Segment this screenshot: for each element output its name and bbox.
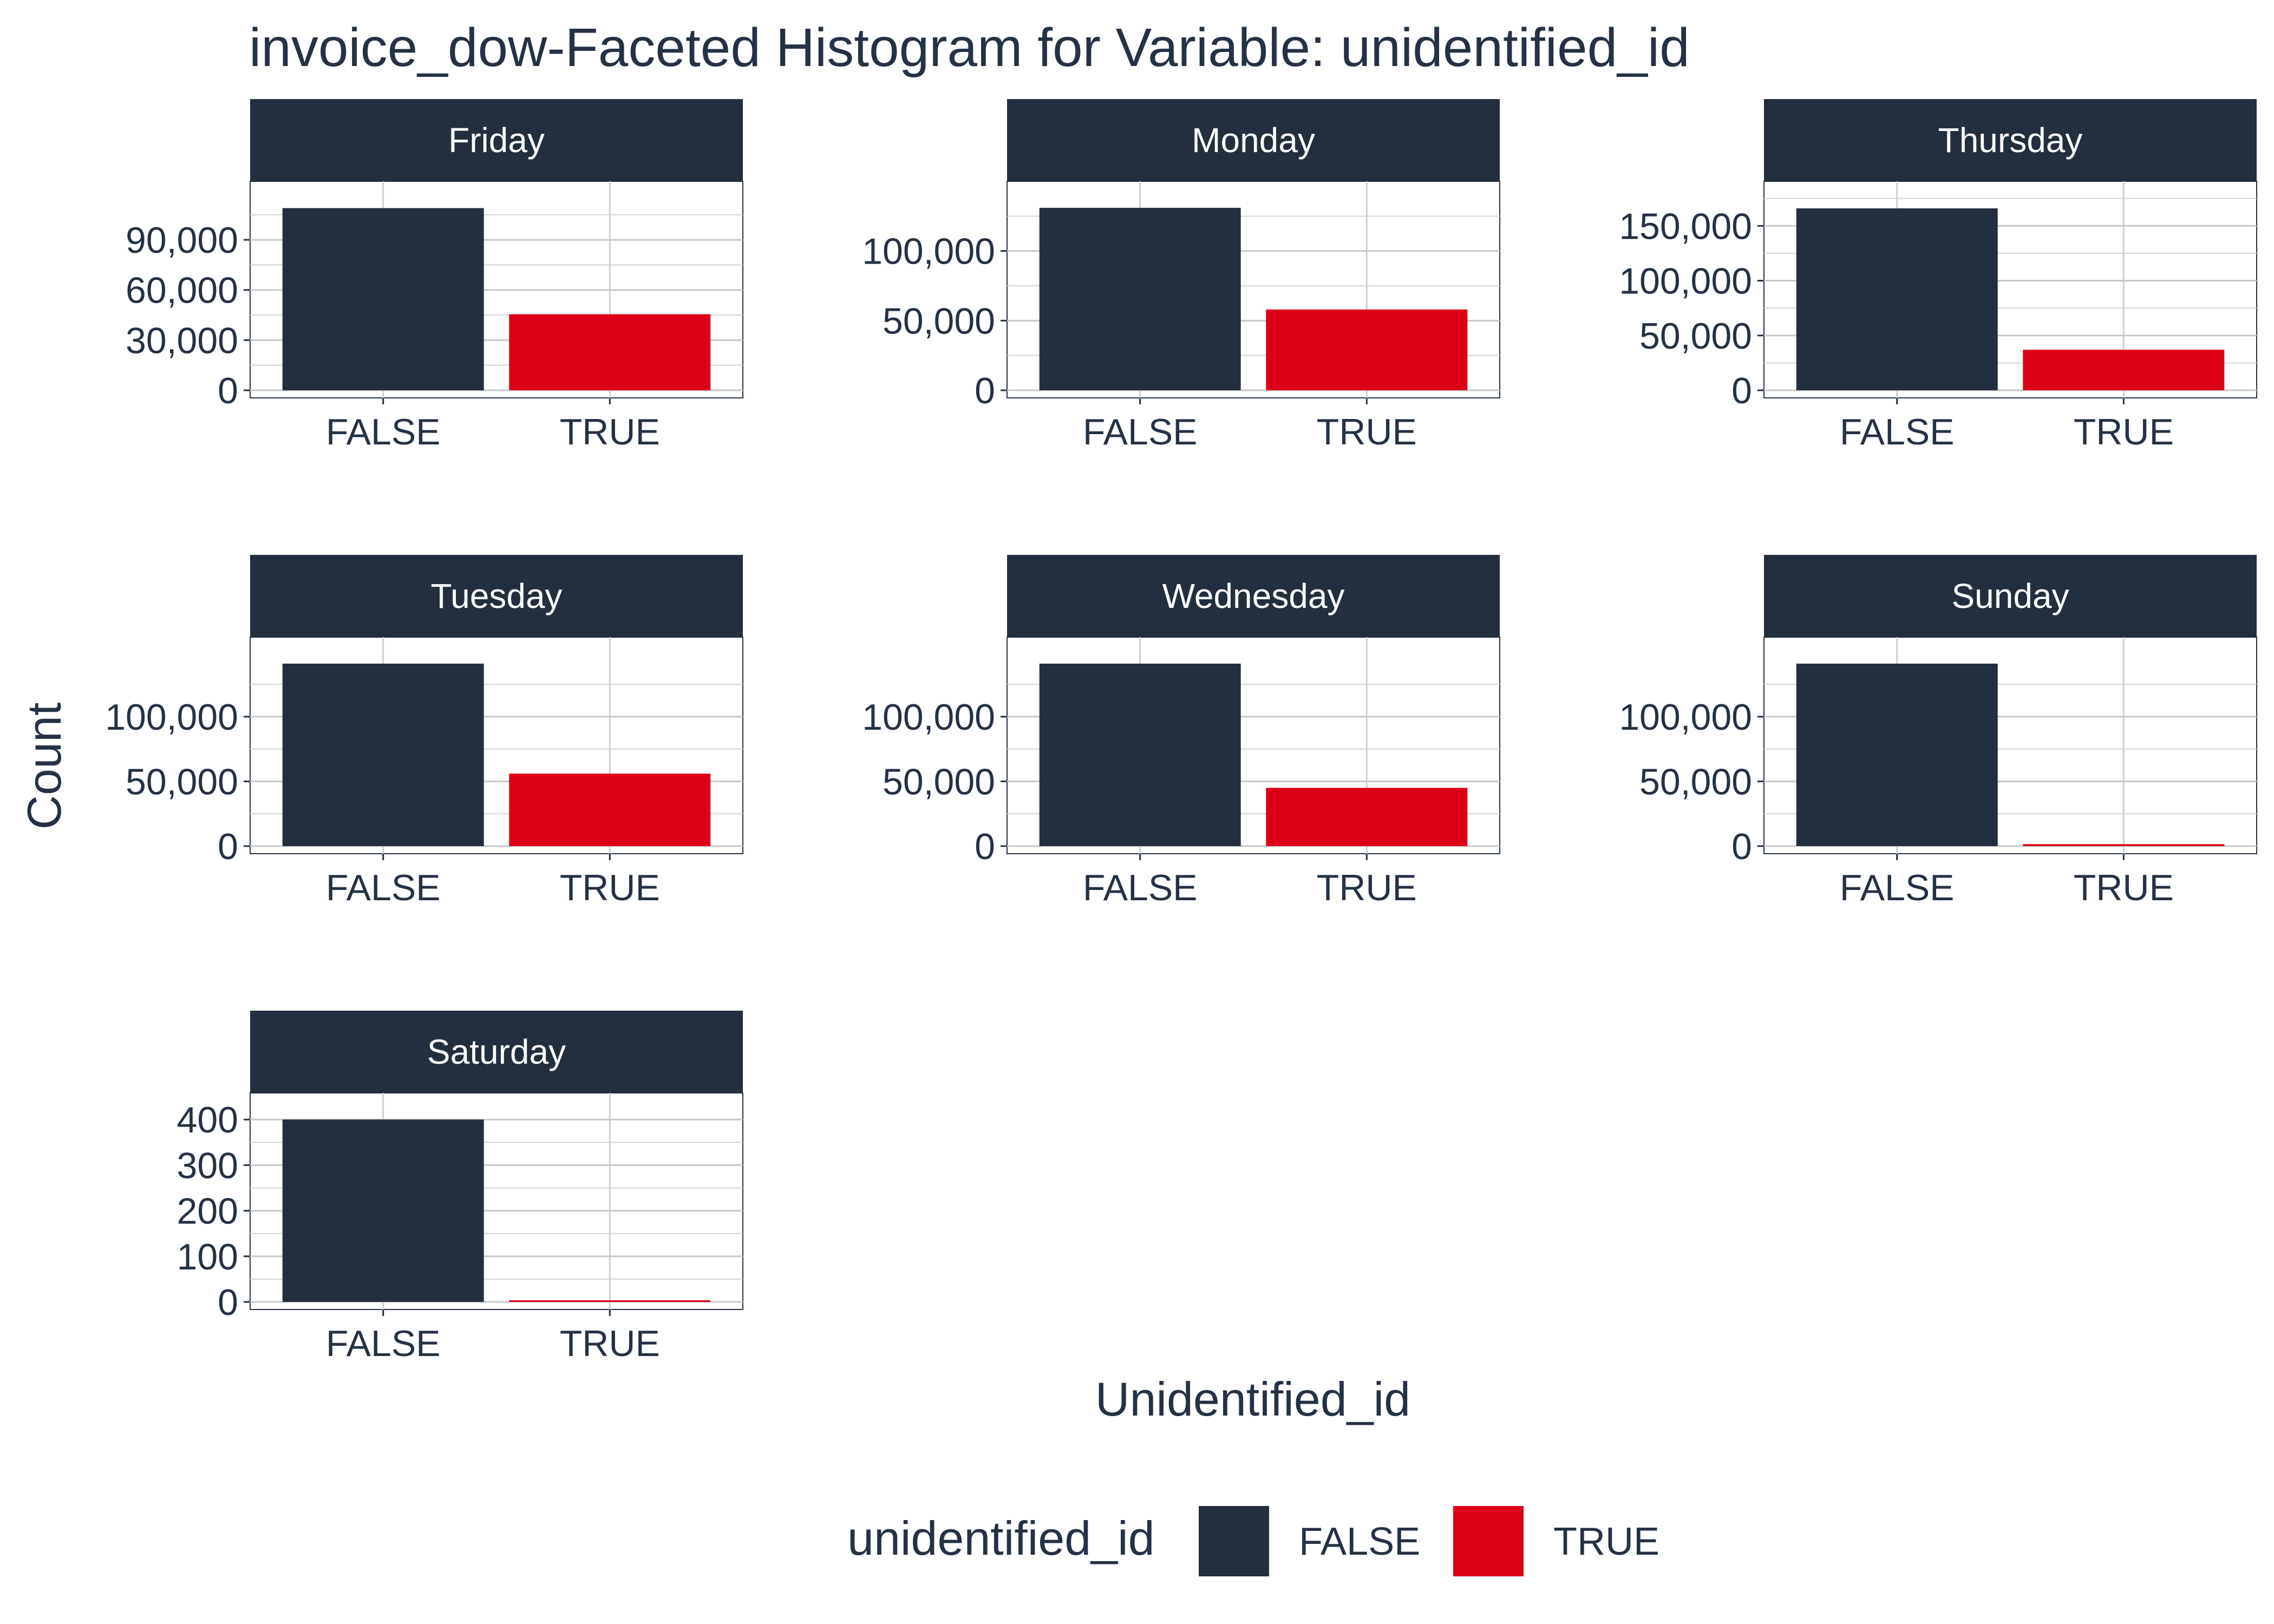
x-tick-label: TRUE [1317,867,1417,908]
y-tick-label: 0 [218,826,238,867]
y-tick-label: 150,000 [1619,206,1752,247]
y-axis-label: Count [17,703,71,830]
legend-label-true: TRUE [1553,1520,1659,1563]
y-tick-label: 0 [1731,370,1752,411]
y-tick-label: 60,000 [126,270,238,311]
x-tick-label: FALSE [326,411,441,453]
y-tick-label: 0 [1731,826,1752,867]
bar-false [1796,208,1998,390]
y-tick-label: 90,000 [126,220,238,261]
facet-strip-label: Friday [448,121,545,160]
legend-label-false: FALSE [1299,1520,1420,1563]
x-tick-label: FALSE [326,867,441,908]
facet-strip [1764,555,2257,637]
y-tick-label: 50,000 [126,761,238,802]
y-tick-label: 50,000 [1639,761,1752,802]
facet-strip [1007,555,1500,637]
bar-false [282,663,484,846]
x-tick-label: TRUE [2074,867,2174,908]
legend-title: unidentified_id [847,1511,1155,1565]
facet-strip-label: Sunday [1951,577,2069,615]
y-tick-label: 50,000 [1639,316,1752,357]
bar-false [1039,207,1241,390]
facet-strip-label: Wednesday [1162,577,1345,615]
bar-true [509,314,711,390]
x-tick-label: FALSE [1083,411,1198,453]
bar-false [1039,663,1241,846]
chart-title: invoice_dow-Faceted Histogram for Variab… [249,17,1690,78]
facet-strip [250,555,743,637]
bar-true [1266,788,1468,846]
y-tick-label: 100,000 [105,697,238,738]
y-tick-label: 30,000 [126,320,238,361]
legend-key-true [1453,1506,1524,1576]
y-tick-label: 300 [177,1145,238,1186]
facet-strip [1007,99,1500,181]
facet-panels: 0 30,000 60,000 90,000 FALSE TRUE Friday 0 50,00… [105,99,2257,1364]
facet-thursday: 0 50,000 100,000 150,000 FALSE TRUE Thursday [1619,99,2257,453]
x-tick-label: TRUE [560,411,660,453]
y-tick-label: 100,000 [862,231,995,272]
bar-false [282,208,484,390]
x-tick-label: TRUE [560,1323,660,1364]
y-tick-label: 100 [177,1236,238,1278]
y-tick-label: 100,000 [1619,697,1752,738]
y-tick-label: 400 [177,1099,238,1141]
facet-strip-label: Tuesday [430,577,562,615]
x-tick-label: TRUE [560,867,660,908]
facet-strip-label: Thursday [1938,121,2083,160]
bar-false [282,1119,484,1302]
facet-strip [250,1011,743,1093]
bar-true [1266,309,1468,390]
x-tick-label: FALSE [326,1323,441,1364]
x-tick-label: FALSE [1840,411,1955,453]
y-tick-label: 200 [177,1191,238,1232]
y-tick-label: 50,000 [883,300,995,342]
y-tick-label: 0 [975,370,995,411]
bar-true [509,1300,711,1302]
x-tick-label: TRUE [1317,411,1417,453]
bar-false [1796,663,1998,846]
bar-true [2023,350,2225,390]
bar-true [2023,844,2225,846]
y-tick-label: 0 [975,826,995,867]
x-tick-label: FALSE [1840,867,1955,908]
y-tick-label: 100,000 [1619,261,1752,302]
facet-strip [1764,99,2257,181]
legend: unidentified_id FALSE TRUE [847,1506,1659,1576]
facet-friday: 0 30,000 60,000 90,000 FALSE TRUE Friday [126,99,743,453]
facet-strip [250,99,743,181]
facet-sunday: 0 50,000 100,000 FALSE TRUE Sunday [1619,555,2257,908]
x-tick-label: FALSE [1083,867,1198,908]
facet-strip-label: Monday [1192,121,1315,160]
x-axis-label: Unidentified_id [1095,1372,1410,1426]
facet-monday: 0 50,000 100,000 FALSE TRUE Monday [862,99,1500,453]
facet-tuesday: 0 50,000 100,000 FALSE TRUE Tuesday [105,555,743,908]
y-tick-label: 0 [218,1282,238,1323]
facet-wednesday: 0 50,000 100,000 FALSE TRUE Wednesday [862,555,1500,908]
y-tick-label: 50,000 [883,761,995,802]
facet-strip-label: Saturday [427,1032,566,1071]
bar-true [509,774,711,846]
y-tick-label: 0 [218,370,238,411]
legend-key-false [1199,1506,1269,1576]
x-tick-label: TRUE [2074,411,2174,453]
y-tick-label: 100,000 [862,697,995,738]
